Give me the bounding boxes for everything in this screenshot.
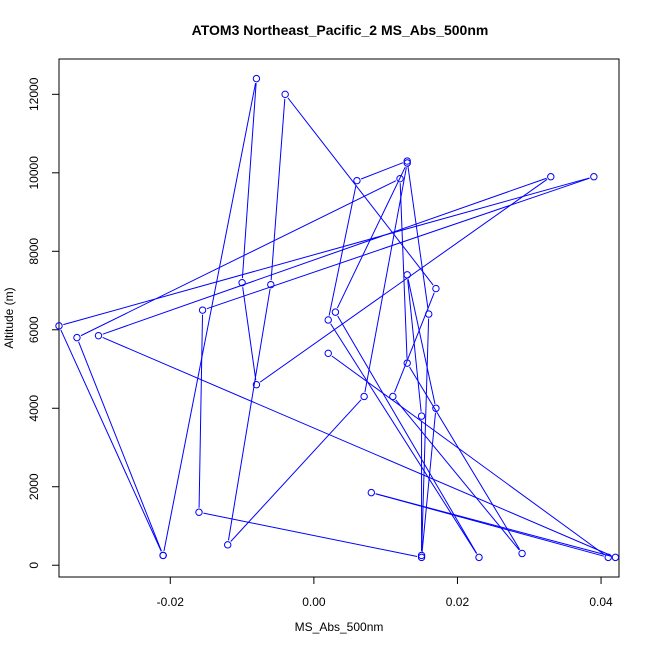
y-tick-label: 4000 [27, 395, 41, 422]
data-point [94, 331, 103, 340]
data-point [432, 404, 440, 412]
data-point [590, 173, 598, 181]
data-point [425, 310, 433, 318]
data-point [73, 333, 81, 342]
series-segment [198, 314, 204, 508]
series-segment [407, 279, 436, 404]
data-point [611, 553, 620, 562]
y-tick-label: 6000 [27, 316, 41, 343]
data-point [403, 159, 411, 167]
data-point [281, 90, 289, 99]
series-segment [63, 177, 590, 326]
data-point [224, 541, 232, 549]
data-point [396, 174, 404, 183]
series-segment [409, 366, 521, 550]
data-point [267, 280, 275, 289]
series-segment [78, 341, 162, 552]
data-point [475, 553, 483, 562]
series-segment [60, 329, 162, 552]
series-segment [241, 83, 257, 279]
series-segment [227, 289, 271, 541]
data-point [604, 553, 612, 562]
data-point [547, 173, 555, 181]
series-segment [102, 177, 547, 335]
series-segment [259, 178, 548, 383]
series-lines [60, 82, 612, 557]
data-point [417, 553, 426, 562]
data-point [331, 308, 340, 316]
data-point [198, 306, 207, 314]
x-tick-label: -0.02 [157, 595, 185, 609]
data-point [417, 551, 426, 560]
data-point [353, 176, 361, 185]
series-segment [203, 512, 418, 557]
series-segment [407, 165, 429, 310]
y-tick-label: 0 [27, 562, 41, 569]
series-segment [337, 315, 478, 554]
data-point [518, 549, 526, 558]
y-tick-label: 12000 [27, 77, 41, 111]
data-point [432, 284, 440, 293]
data-point [403, 271, 411, 279]
data-point [159, 551, 167, 560]
series-segment [336, 166, 406, 309]
y-axis: 0 2000 4000 6000 8000 10000 12000 [27, 77, 59, 569]
x-tick-label: 0.04 [589, 595, 613, 609]
data-point [324, 316, 332, 324]
data-point [324, 349, 332, 358]
series-segment [242, 287, 257, 381]
data-point [417, 412, 426, 420]
series-segment [360, 162, 404, 180]
series-segment [206, 177, 590, 310]
series-segment [331, 355, 605, 556]
data-point [252, 74, 261, 83]
series-segment [421, 412, 436, 553]
data-point [403, 359, 411, 367]
series-segment [395, 399, 520, 551]
series-segment [230, 399, 362, 542]
series-segment [330, 323, 478, 554]
y-tick-label: 8000 [27, 238, 41, 265]
series-segment [80, 180, 397, 337]
series-segment [102, 336, 612, 557]
data-point [55, 322, 63, 330]
data-point [252, 381, 261, 389]
plot-frame [58, 58, 620, 578]
chart-title: ATOM3 Northeast_Pacific_2 MS_Abs_500nm [192, 22, 489, 38]
series-segment [364, 167, 407, 393]
data-point [195, 508, 203, 516]
series-segment [163, 82, 257, 552]
x-tick-label: 0.00 [302, 595, 326, 609]
series-segment [399, 183, 408, 359]
x-axis: -0.02 0.00 0.02 0.04 [157, 577, 613, 609]
series-segment [394, 292, 435, 393]
series-segment [407, 279, 422, 412]
data-point [360, 392, 368, 401]
y-axis-label: Altitude (m) [2, 287, 16, 348]
series-segment [287, 97, 434, 286]
y-tick-label: 2000 [27, 473, 41, 500]
y-tick-label: 10000 [27, 156, 41, 190]
x-tick-label: 0.02 [446, 595, 470, 609]
series-segment [421, 318, 430, 551]
data-point [389, 392, 397, 401]
x-axis-label: MS_Abs_500nm [295, 620, 384, 634]
series-points [55, 74, 620, 562]
series-segment [375, 493, 605, 557]
data-point [238, 278, 246, 287]
data-point [367, 488, 376, 497]
data-point [403, 157, 411, 165]
series-segment [270, 98, 286, 281]
